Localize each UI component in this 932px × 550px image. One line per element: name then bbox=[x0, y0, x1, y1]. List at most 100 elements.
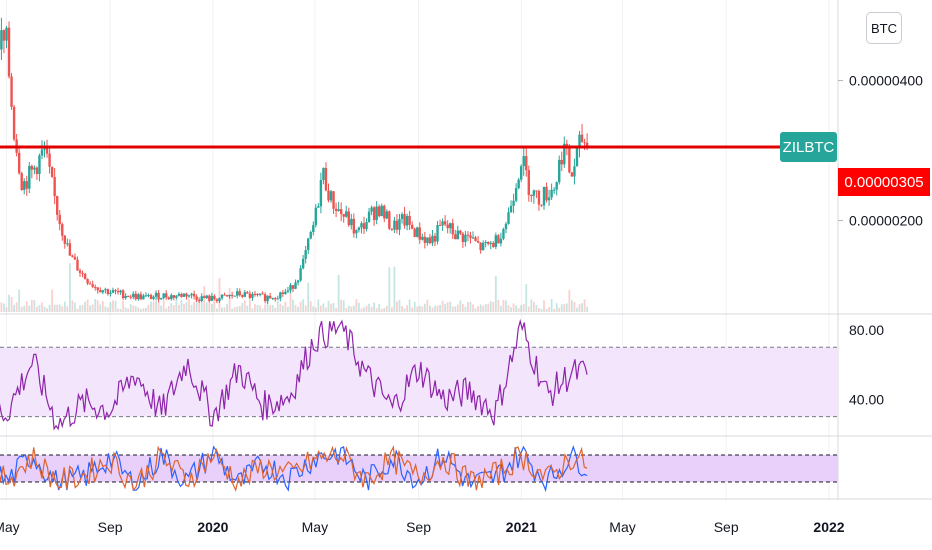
candle-body bbox=[390, 228, 394, 230]
volume-bar bbox=[218, 277, 221, 312]
volume-bar bbox=[96, 300, 99, 312]
volume-bar bbox=[287, 306, 289, 312]
candle-body bbox=[238, 291, 241, 296]
candle-body bbox=[428, 237, 432, 244]
volume-bar bbox=[58, 304, 61, 312]
volume-bar bbox=[505, 300, 507, 312]
candle-body bbox=[109, 292, 112, 295]
currency-badge[interactable]: BTC bbox=[866, 12, 902, 44]
volume-bar bbox=[446, 302, 449, 312]
volume-bar bbox=[281, 305, 284, 312]
volume-bar bbox=[165, 308, 168, 312]
candle-body bbox=[205, 295, 208, 298]
volume-bar bbox=[332, 302, 335, 312]
rsi-tick-label: 80.00 bbox=[849, 322, 884, 338]
volume-bar bbox=[233, 307, 236, 312]
volume-bar bbox=[51, 289, 54, 312]
candle-body bbox=[421, 236, 424, 240]
volume-bar bbox=[23, 305, 26, 312]
candle-body bbox=[119, 290, 122, 293]
rsi-tick-label: 40.00 bbox=[849, 391, 884, 407]
volume-bar bbox=[15, 302, 18, 312]
volume-bar bbox=[507, 305, 510, 312]
volume-bar bbox=[137, 307, 140, 312]
volume-bar bbox=[352, 305, 355, 312]
volume-bar bbox=[243, 300, 246, 312]
candle-body bbox=[545, 186, 548, 201]
symbol-tag: ZILBTC bbox=[780, 132, 837, 163]
candle-body bbox=[38, 155, 41, 175]
price-tick-label: 0.00000400 bbox=[849, 73, 923, 89]
candle-body bbox=[347, 211, 350, 226]
volume-bar bbox=[393, 266, 396, 312]
volume-bar bbox=[385, 305, 388, 312]
candle-body bbox=[489, 242, 492, 244]
candle-body bbox=[476, 240, 480, 243]
candle-body bbox=[253, 293, 257, 295]
volume-bar bbox=[347, 305, 350, 312]
candle-body bbox=[129, 296, 132, 298]
candle-body bbox=[271, 298, 274, 300]
date-label-5: 2021 bbox=[506, 519, 537, 535]
candle-body bbox=[459, 230, 462, 234]
volume-bar bbox=[413, 301, 416, 312]
candle-body bbox=[7, 27, 11, 77]
candle-body bbox=[357, 227, 361, 230]
volume-bar bbox=[464, 306, 467, 312]
candle-body bbox=[441, 221, 444, 226]
candle-body bbox=[514, 188, 518, 201]
candle-body bbox=[466, 234, 470, 236]
candle-body bbox=[352, 218, 356, 234]
volume-bar bbox=[565, 303, 568, 312]
candle-body bbox=[555, 182, 558, 190]
date-label-1: Sep bbox=[98, 519, 123, 535]
candle-body bbox=[372, 207, 376, 221]
candle-body bbox=[177, 293, 181, 296]
candle-body bbox=[540, 204, 543, 206]
candle-body bbox=[296, 280, 300, 283]
candle-body bbox=[497, 235, 500, 244]
volume-bar bbox=[429, 305, 431, 312]
date-label-2: 2020 bbox=[197, 519, 228, 535]
candle-body bbox=[55, 196, 59, 215]
volume-bar bbox=[210, 303, 213, 312]
candle-body bbox=[383, 205, 386, 219]
volume-bar bbox=[68, 263, 71, 312]
volume-bar bbox=[109, 302, 112, 312]
volume-bar bbox=[147, 304, 150, 312]
volume-bar bbox=[477, 306, 479, 312]
volume-bar bbox=[81, 305, 84, 312]
volume-bar bbox=[401, 305, 403, 312]
candle-body bbox=[154, 292, 158, 297]
volume-bar bbox=[408, 299, 411, 312]
candle-body bbox=[48, 153, 51, 167]
candle-body bbox=[395, 220, 399, 230]
candle-body bbox=[499, 238, 503, 244]
volume-bar bbox=[555, 303, 558, 312]
volume-bar bbox=[545, 308, 548, 312]
candle-body bbox=[114, 290, 117, 292]
candle-body bbox=[535, 190, 538, 192]
volume-bar bbox=[127, 308, 130, 312]
currency-label: BTC bbox=[871, 20, 897, 36]
volume-bar bbox=[122, 300, 125, 312]
candle-body bbox=[530, 194, 533, 196]
candle-body bbox=[301, 258, 305, 269]
candle-body bbox=[225, 295, 229, 297]
candle-body bbox=[322, 168, 325, 181]
volume-bar bbox=[586, 306, 589, 312]
candle-body bbox=[71, 255, 74, 257]
volume-bar bbox=[86, 299, 89, 312]
candle-body bbox=[175, 295, 178, 298]
volume-bar bbox=[30, 299, 33, 312]
candle-body bbox=[469, 235, 472, 238]
candle-body bbox=[124, 295, 127, 299]
candle-body bbox=[147, 294, 150, 296]
volume-bar bbox=[421, 306, 424, 312]
volume-bar bbox=[246, 305, 249, 312]
candle-body bbox=[568, 147, 571, 173]
candle-body bbox=[58, 214, 61, 225]
candle-body bbox=[289, 285, 292, 291]
